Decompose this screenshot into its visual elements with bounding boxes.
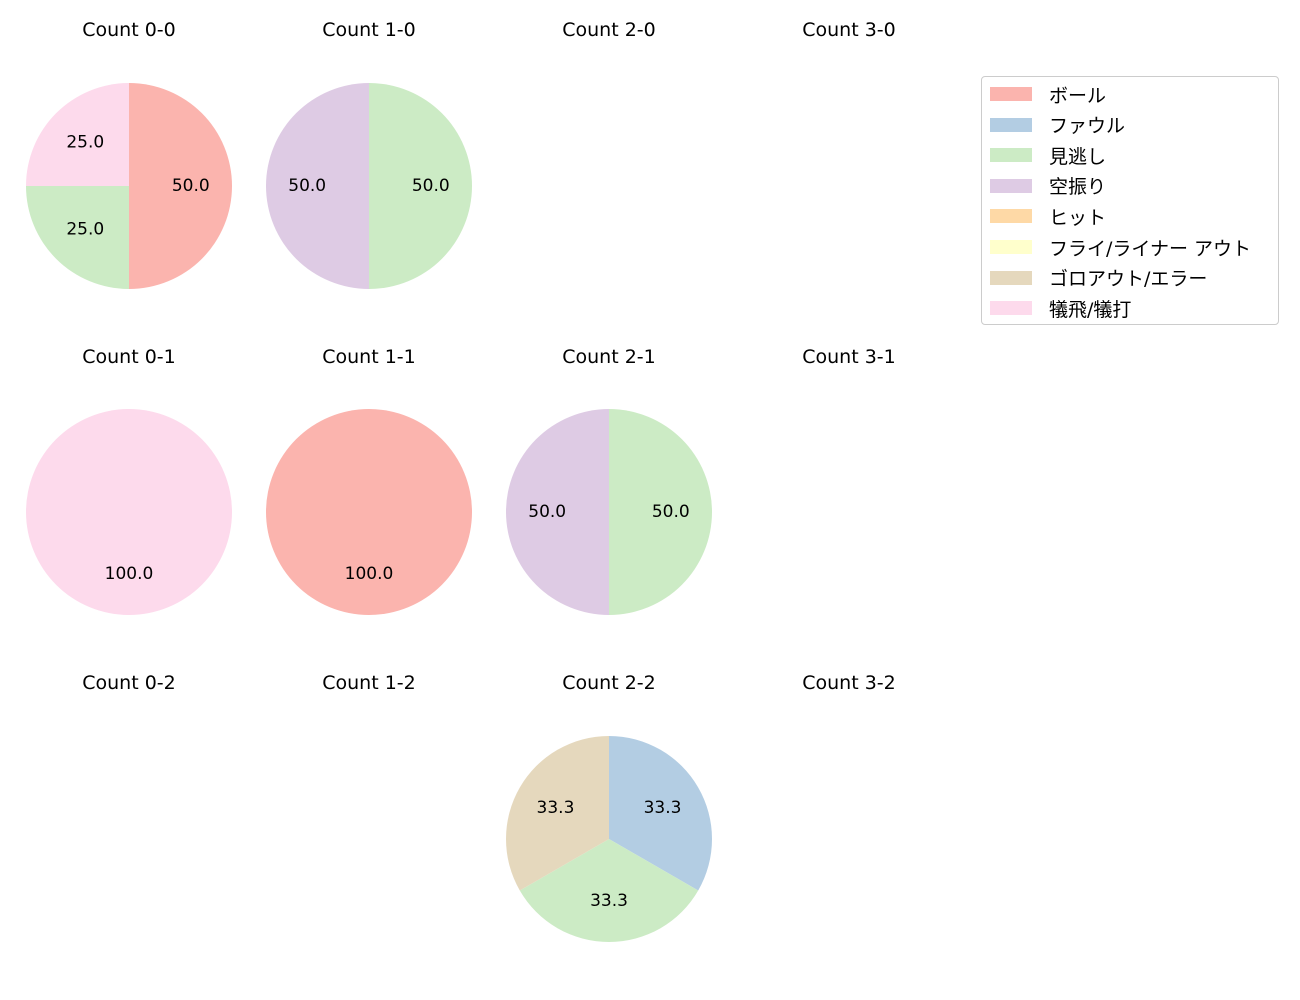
legend-label: 空振り [1049, 176, 1107, 199]
legend-item: ボール [990, 84, 1106, 107]
legend-swatch [990, 209, 1032, 224]
subplot-title: Count 1-2 [322, 672, 416, 694]
subplot-title: Count 3-1 [802, 346, 896, 368]
legend-label: 犠飛/犠打 [1049, 298, 1132, 321]
slice-percent-label: 50.0 [412, 176, 450, 196]
pie-slice [266, 83, 369, 289]
legend-swatch [990, 178, 1032, 193]
slice-percent-label: 33.3 [644, 798, 682, 818]
slice-percent-label: 50.0 [288, 176, 326, 196]
subplot-title: Count 2-2 [562, 672, 656, 694]
pie-slice [266, 409, 472, 615]
legend-item: ファウル [990, 115, 1125, 137]
legend-item: ヒット [990, 206, 1106, 229]
pie-slice [506, 409, 609, 615]
slice-percent-label: 50.0 [172, 176, 210, 196]
legend-swatch [990, 270, 1032, 285]
legend-item: ゴロアウト/エラー [990, 268, 1207, 290]
legend-item: 見逃し [990, 145, 1106, 168]
legend: ボールファウル見逃し空振りヒットフライ/ライナー アウト ゴロアウト/エラー 犠飛/… [981, 76, 1279, 325]
subplot-title: Count 1-0 [322, 19, 416, 41]
legend-label: ゴロアウト/エラー [1049, 268, 1208, 291]
pie-slice [129, 83, 232, 289]
legend-swatch [990, 240, 1032, 254]
slice-percent-label: 100.0 [345, 564, 394, 584]
slice-percent-label: 50.0 [528, 502, 566, 522]
slice-percent-label: 25.0 [66, 132, 104, 152]
pie-slice [369, 83, 472, 289]
pie-slice [506, 736, 609, 891]
legend-swatch [990, 148, 1032, 163]
legend-label: ファウル [1049, 115, 1126, 138]
pie-slice [26, 409, 232, 615]
subplot-title: Count 3-0 [802, 19, 896, 41]
pie-slice [609, 409, 712, 615]
subplot-title: Count 2-0 [562, 19, 656, 41]
subplot-title: Count 0-0 [82, 19, 176, 41]
slice-percent-label: 100.0 [105, 564, 154, 584]
legend-label: フライ/ライナー アウト [1049, 237, 1252, 260]
legend-swatch [990, 301, 1032, 316]
pie-slice [519, 839, 699, 942]
legend-swatch [990, 117, 1032, 132]
legend-label: ボール [1049, 84, 1107, 107]
slice-percent-label: 33.3 [590, 891, 628, 911]
subplot-title: Count 2-1 [562, 346, 656, 368]
slice-percent-label: 50.0 [652, 502, 690, 522]
legend-item: 空振り [990, 176, 1106, 198]
legend-item: フライ/ライナー アウト [990, 237, 1251, 260]
legend-label: ヒット [1049, 206, 1107, 229]
slice-percent-label: 25.0 [66, 220, 104, 240]
legend-swatch [990, 87, 1032, 101]
subplot-title: Count 0-1 [82, 346, 176, 368]
subplot-title: Count 3-2 [802, 672, 896, 694]
subplot-title: Count 0-2 [82, 672, 176, 694]
pie-slice [26, 186, 129, 289]
slice-percent-label: 33.3 [537, 798, 575, 818]
pie-slice [609, 736, 712, 891]
pie-slice [26, 83, 129, 186]
subplot-title: Count 1-1 [322, 346, 416, 368]
legend-item: 犠飛/犠打 [990, 298, 1131, 321]
legend-label: 見逃し [1049, 145, 1107, 168]
